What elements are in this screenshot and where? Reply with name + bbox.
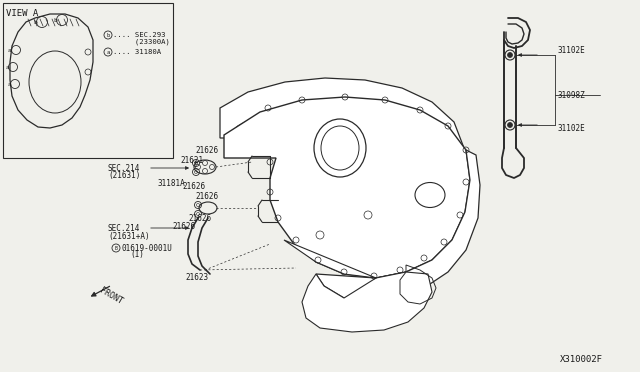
Text: a: a (8, 48, 12, 52)
Polygon shape (224, 97, 470, 278)
Text: B: B (115, 246, 117, 250)
Text: VIEW A: VIEW A (6, 9, 38, 17)
Text: 21626: 21626 (195, 192, 218, 201)
Text: 31102E: 31102E (558, 124, 586, 132)
Text: 31098Z: 31098Z (558, 90, 586, 99)
Text: a: a (106, 49, 109, 55)
Polygon shape (220, 78, 464, 148)
Polygon shape (284, 240, 432, 332)
Text: 21621: 21621 (180, 155, 203, 164)
Polygon shape (316, 150, 480, 302)
Text: 01619-0001U: 01619-0001U (122, 244, 173, 253)
Text: b: b (106, 32, 109, 38)
Text: 21626: 21626 (195, 145, 218, 154)
Text: 31181A: 31181A (158, 179, 186, 187)
Text: b: b (53, 17, 57, 22)
Text: X310002F: X310002F (560, 356, 603, 365)
Circle shape (508, 52, 513, 58)
Text: b: b (33, 19, 37, 25)
Text: .... SEC.293: .... SEC.293 (113, 32, 166, 38)
Text: 21626: 21626 (188, 214, 211, 222)
Text: a: a (5, 64, 9, 70)
Text: 21626: 21626 (182, 182, 205, 190)
Text: a: a (7, 81, 11, 87)
Text: 21626: 21626 (172, 221, 195, 231)
Text: (21631): (21631) (108, 170, 140, 180)
Text: SEC.214: SEC.214 (108, 224, 140, 232)
Text: FRONT: FRONT (98, 286, 124, 307)
Text: SEC.214: SEC.214 (108, 164, 140, 173)
Circle shape (508, 122, 513, 128)
Text: .... 31180A: .... 31180A (113, 49, 161, 55)
Text: (23300A): (23300A) (113, 39, 170, 45)
Text: 31102E: 31102E (558, 45, 586, 55)
Text: 21623: 21623 (185, 273, 208, 282)
Text: (1): (1) (130, 250, 144, 260)
Bar (3, 3, 173, 158)
Text: (21631+A): (21631+A) (108, 231, 150, 241)
